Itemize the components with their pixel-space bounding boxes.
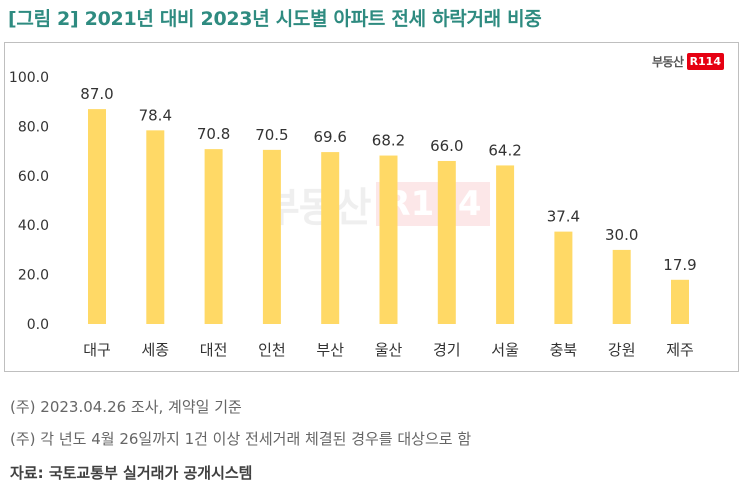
bar [204,149,223,324]
x-category-label: 인천 [258,341,286,359]
bar [379,155,398,324]
y-tick-label: 40.0 [18,218,49,234]
bar [554,231,573,324]
y-tick-label: 20.0 [18,268,49,284]
note-2: (주) 각 년도 4월 26일까지 1건 이상 전세거래 체결된 경우를 대상으… [10,430,472,448]
note-1: (주) 2023.04.26 조사, 계약일 기준 [10,398,242,416]
y-tick-label: 0.0 [27,317,49,333]
logo-text: 부동산 [651,55,684,69]
bar-value-label: 87.0 [80,85,113,103]
x-category-label: 세종 [141,341,169,359]
bar-chart: 0.0 20.0 40.0 60.0 80.0 100.0 87.0 대구 78.4 세종 70.8… [9,70,697,359]
bar-value-label: 37.4 [547,208,580,226]
bar-value-label: 69.6 [313,128,346,146]
bar [262,149,281,324]
bar [88,109,106,324]
bar-value-label: 70.8 [197,125,230,143]
bar-value-label: 64.2 [488,141,521,159]
source-text: 자료: 국토교통부 실거래가 공개시스템 [10,464,253,482]
logo-badge: R114 [686,53,724,70]
bar [321,152,340,324]
bar [496,165,515,324]
x-category-label: 부산 [316,341,344,359]
page-title: [그림 2] 2021년 대비 2023년 시도별 아파트 전세 하락거래 비중 [8,8,542,30]
bar-value-label: 17.9 [663,256,696,274]
bar [437,160,456,324]
y-tick-label: 100.0 [9,70,49,86]
x-category-label: 제주 [666,341,694,359]
x-category-label: 서울 [491,341,519,359]
bar-value-label: 70.5 [255,126,288,144]
bar-value-label: 30.0 [605,226,638,244]
bar-value-label: 78.4 [139,106,172,124]
x-category-label: 울산 [375,341,403,359]
x-category-label: 대구 [83,341,111,359]
bar [612,249,631,324]
x-category-label: 강원 [608,341,636,359]
x-category-label: 충북 [550,341,578,359]
y-tick-label: 60.0 [18,169,49,185]
chart-area: 부동산 R114 부동산 R114 0.0 20.0 40.0 60.0 80.0 100… [4,42,739,372]
brand-logo: 부동산 R114 [652,53,724,70]
bar [671,279,689,324]
x-category-label: 대전 [200,341,228,359]
bar [146,130,165,324]
y-tick-label: 80.0 [18,119,49,135]
bar-value-label: 68.2 [372,132,405,150]
bar-value-label: 66.0 [430,137,463,155]
x-category-label: 경기 [433,341,461,359]
